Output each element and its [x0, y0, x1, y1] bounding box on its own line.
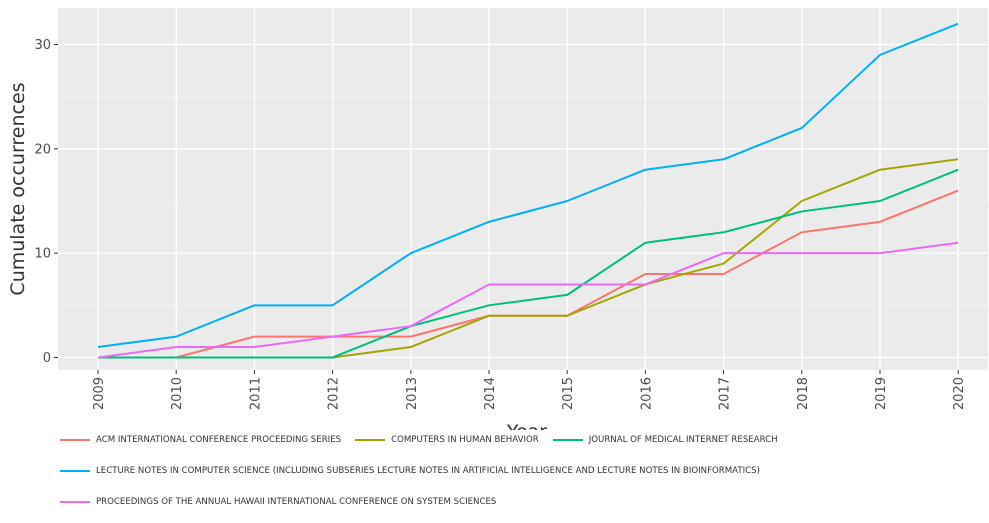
legend-item-jmir[interactable]: JOURNAL OF MEDICAL INTERNET RESEARCH	[552, 435, 778, 445]
legend-label: LECTURE NOTES IN COMPUTER SCIENCE (INCLU…	[96, 466, 760, 476]
x-tick-label: 2018	[796, 377, 811, 410]
legend-row: ACM INTERNATIONAL CONFERENCE PROCEEDING …	[60, 430, 980, 450]
series-line-3	[97, 22, 959, 349]
x-axis-title: Year	[506, 421, 547, 430]
line-chart: 0 10 20 30 2009 2010 2011 2012 2013 2014 2015 2016…	[7, 8, 988, 430]
legend-row: PROCEEDINGS OF THE ANNUAL HAWAII INTERNA…	[60, 492, 980, 512]
legend-label: PROCEEDINGS OF THE ANNUAL HAWAII INTERNA…	[96, 497, 497, 507]
series-lines	[97, 22, 959, 359]
legend-row: LECTURE NOTES IN COMPUTER SCIENCE (INCLU…	[60, 461, 980, 481]
grid	[58, 8, 988, 370]
legend-swatch	[60, 501, 90, 503]
legend-label: JOURNAL OF MEDICAL INTERNET RESEARCH	[588, 435, 778, 445]
x-tick-label: 2011	[248, 377, 263, 410]
x-tick-label: 2020	[952, 377, 967, 410]
x-tick-label: 2017	[718, 377, 733, 410]
y-tick-label: 0	[43, 351, 51, 366]
x-tick-label: 2010	[170, 377, 185, 410]
x-tick-label: 2016	[639, 377, 654, 410]
x-tick-label: 2014	[483, 377, 498, 410]
x-tick-label: 2009	[92, 377, 107, 410]
y-tick-label: 10	[34, 247, 51, 262]
legend-swatch	[355, 439, 386, 441]
y-tick-label: 20	[34, 142, 51, 157]
legend: ACM INTERNATIONAL CONFERENCE PROCEEDING …	[60, 430, 980, 523]
x-tick-label: 2013	[405, 377, 420, 410]
legend-label: ACM INTERNATIONAL CONFERENCE PROCEEDING …	[96, 435, 342, 445]
legend-item-lncs[interactable]: LECTURE NOTES IN COMPUTER SCIENCE (INCLU…	[60, 466, 760, 476]
legend-item-computers-human-behavior[interactable]: COMPUTERS IN HUMAN BEHAVIOR	[355, 435, 539, 445]
x-tick-label: 2012	[327, 377, 342, 410]
legend-swatch	[60, 470, 90, 472]
y-axis-ticks: 0 10 20 30	[34, 38, 58, 366]
legend-item-hicss[interactable]: PROCEEDINGS OF THE ANNUAL HAWAII INTERNA…	[60, 497, 496, 507]
legend-swatch	[60, 439, 90, 441]
legend-swatch	[552, 439, 583, 441]
legend-item-acm[interactable]: ACM INTERNATIONAL CONFERENCE PROCEEDING …	[60, 435, 341, 445]
y-axis-title: Cumulate occurrences	[7, 82, 29, 295]
x-axis-ticks: 2009 2010 2011 2012 2013 2014 2015 2016 2017 2018…	[92, 370, 967, 410]
y-tick-label: 30	[34, 38, 51, 53]
legend-label: COMPUTERS IN HUMAN BEHAVIOR	[391, 435, 539, 445]
x-tick-label: 2015	[561, 377, 576, 410]
series-line-2	[98, 168, 959, 359]
series-line-4	[97, 241, 959, 359]
x-tick-label: 2019	[874, 377, 889, 410]
